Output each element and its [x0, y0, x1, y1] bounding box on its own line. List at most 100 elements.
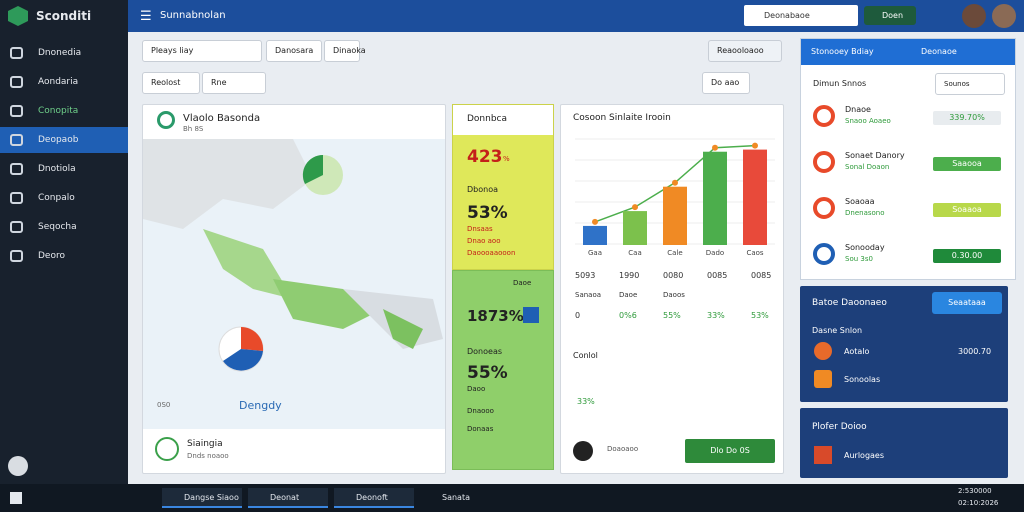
- map-footer-title: Siaingia: [187, 439, 223, 449]
- land: [143, 139, 313, 229]
- avatar[interactable]: [8, 456, 28, 476]
- bar: [663, 186, 687, 245]
- item-name: Soaoaa: [845, 197, 875, 206]
- chart-title: Cosoon Sinlaite Irooin: [573, 113, 671, 123]
- task-item[interactable]: Dangse Siaoo: [162, 488, 242, 508]
- clock: 2:530000: [958, 487, 992, 495]
- user-avatar[interactable]: [962, 4, 986, 28]
- nav-item[interactable]: Dnonedia: [0, 40, 128, 66]
- bar: [743, 149, 767, 245]
- nav-item[interactable]: Dnotiola: [0, 156, 128, 182]
- nav-item[interactable]: Deopaob: [0, 127, 128, 153]
- menu-icon[interactable]: ☰: [140, 9, 152, 24]
- filter[interactable]: Rne: [202, 72, 266, 94]
- item-sub: Snaoo Aoaeo: [845, 117, 891, 125]
- panel-subtitle: Dimun Snnos: [813, 79, 867, 88]
- side-panel: Stonooey Bdiay Deonaoe Dimun Snnos Souno…: [800, 38, 1016, 280]
- item-sub: Dnenasono: [845, 209, 885, 217]
- kpi-select[interactable]: Daoe: [513, 279, 532, 287]
- map-corner: 0S0: [157, 401, 171, 409]
- nav-icon: [10, 76, 23, 88]
- map-icon: [157, 111, 175, 129]
- point: [632, 204, 638, 211]
- kpi-card: Donnbca 423 % Dbonoa 53% Dnsaas Dnao aoo…: [452, 104, 554, 270]
- nav-item[interactable]: Conopita: [0, 98, 128, 124]
- section-title: Conlol: [573, 351, 598, 360]
- map-footer-sub: Dnds noaoo: [187, 452, 229, 460]
- kpi-icon: [523, 307, 539, 323]
- table-cell: 1990: [619, 271, 640, 280]
- bar: [583, 225, 607, 245]
- item-name: Sonooday: [845, 243, 885, 252]
- map-card: Vlaolo Basonda Bh 8S Dengdy 0S0 Siaingia…: [142, 104, 446, 474]
- task-item[interactable]: Sanata: [442, 493, 470, 502]
- item-sub: Sou 3s0: [845, 255, 873, 263]
- item-value: Saaooa: [933, 157, 1001, 171]
- search-field[interactable]: Do aao: [702, 72, 750, 94]
- tab[interactable]: Danosara: [266, 40, 322, 62]
- kpi-unit: %: [503, 155, 510, 163]
- land: [273, 279, 383, 329]
- nav-icon: [10, 47, 23, 59]
- dropdown[interactable]: Doaoaoo: [607, 445, 639, 453]
- panel-title: Stonooey Bdiay: [811, 47, 874, 56]
- tab[interactable]: Dinaoka: [324, 40, 366, 62]
- nav-icon: [10, 134, 23, 146]
- panel-button[interactable]: Seaataaa: [932, 292, 1002, 314]
- table-cell: 0085: [751, 271, 772, 280]
- panel-title: Batoe Daoonaeo: [812, 298, 887, 308]
- export-button[interactable]: Reaooloaoo: [708, 40, 782, 62]
- item-icon: [813, 105, 835, 127]
- nav-item[interactable]: Aondaria: [0, 69, 128, 95]
- table-cell: 0: [575, 311, 581, 320]
- panel-item: Aurlogaes: [844, 451, 885, 460]
- panel-header: Stonooey Bdiay Deonaoe: [801, 39, 1015, 65]
- task-item[interactable]: Deonoft: [334, 488, 414, 508]
- item-value: Soaaoa: [933, 203, 1001, 217]
- table-cell: Daoe: [619, 291, 638, 299]
- kpi-value: 55%: [467, 363, 508, 383]
- kpi-note: Daoo: [467, 385, 486, 393]
- item-icon: [813, 151, 835, 173]
- top-button[interactable]: Doen: [864, 6, 916, 25]
- map: [143, 139, 445, 429]
- nav-icon: [10, 221, 23, 233]
- point: [752, 142, 758, 149]
- table-cell: 0%6: [619, 311, 637, 320]
- logo: [8, 6, 28, 26]
- task-item[interactable]: Deonat: [248, 488, 328, 508]
- action-button[interactable]: Dlo Do 0S: [685, 439, 775, 463]
- panel-select[interactable]: Sounos: [935, 73, 1005, 95]
- kpi-card: Daoe 1873% Donoeas 55% Daoo Dnaooo Donaa…: [452, 270, 554, 470]
- pie-marker: [302, 154, 323, 184]
- table-cell: 33%: [707, 311, 725, 320]
- point: [672, 179, 678, 186]
- kpi-label: Donoeas: [467, 347, 503, 356]
- item-sub: Sonal Doaon: [845, 163, 890, 171]
- nav-icon: [10, 105, 23, 117]
- kpi-value: 1873%: [467, 307, 524, 325]
- panel-search[interactable]: Deonaoe: [921, 47, 957, 56]
- nav-item[interactable]: Deoro: [0, 243, 128, 269]
- category-label: Caos: [746, 249, 763, 257]
- user-avatar[interactable]: [992, 4, 1016, 28]
- filter[interactable]: Reolost: [142, 72, 200, 94]
- nav-item[interactable]: Seqocha: [0, 214, 128, 240]
- item-value[interactable]: 0.30.00: [933, 249, 1001, 263]
- map-title: Vlaolo Basonda: [183, 113, 261, 124]
- map-subtitle: Bh 8S: [183, 125, 204, 133]
- table-cell: 55%: [663, 311, 681, 320]
- kpi-note: Dnaooo: [467, 407, 494, 415]
- date: 02:10:2026: [958, 499, 999, 507]
- pie-marker: [241, 326, 264, 351]
- start-button[interactable]: [10, 492, 22, 504]
- taskbar: Dangse Siaoo Deonat Deonoft Sanata 2:530000…: [0, 484, 1024, 512]
- project-select[interactable]: Deonabaoe: [744, 5, 858, 26]
- item-name: Sonaet Danory: [845, 151, 905, 160]
- nav-item[interactable]: Conpalo: [0, 185, 128, 211]
- table-cell: 53%: [751, 311, 769, 320]
- tab[interactable]: Pleays liay: [142, 40, 262, 62]
- category-label: Cale: [667, 249, 682, 257]
- info-panel: Batoe Daoonaeo Seaataaa Dasne Snlon Aota…: [800, 286, 1008, 402]
